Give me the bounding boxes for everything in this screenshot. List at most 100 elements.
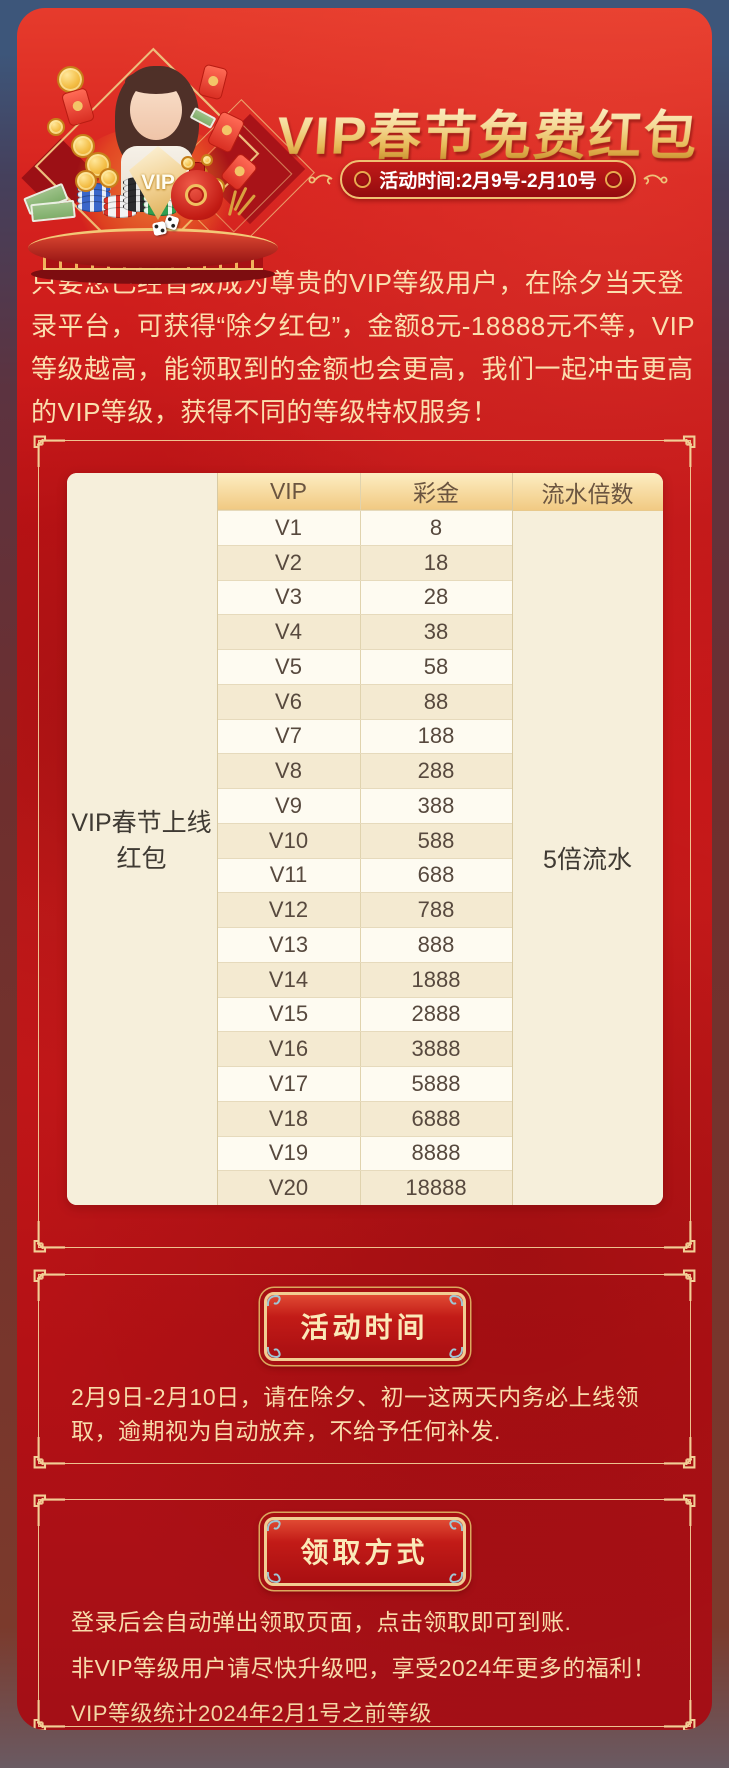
frame-corner-icon (664, 1700, 696, 1730)
section-activity-time: 活动时间 2月9日-2月10日，请在除夕、初一这两天内务必上线领取，逾期视为自动… (33, 1269, 696, 1469)
bonus-cell: 888 (417, 931, 455, 957)
col-header-vip: VIP (217, 473, 361, 510)
swirl-ornament-icon (643, 173, 668, 185)
bonus-cell: 6888 (411, 1105, 461, 1131)
table-row: V7 188 (217, 718, 512, 754)
table-row: V17 5888 (217, 1066, 512, 1101)
bonus-cell: 1888 (411, 966, 461, 992)
bonus-cell: 5888 (411, 1070, 461, 1096)
vip-level-cell: V19 (218, 1136, 361, 1171)
hero-header: VIP (17, 8, 712, 284)
table-right: 流水倍数 5倍流水 (511, 473, 663, 1205)
red-envelope-icon (197, 63, 229, 101)
col-header-bonus: 彩金 (360, 473, 512, 510)
poker-chip-icon (103, 195, 137, 218)
bonus-cell: 388 (417, 792, 455, 818)
bonus-table: VIP春节上线红包 VIP 彩金 V1 8 V2 18 V3 28 V4 38 V5 58 V6 88… (66, 473, 663, 1205)
plaque-corner-icon (448, 1571, 463, 1584)
ring-ornament-icon (354, 171, 372, 188)
bonus-cell: 28 (423, 584, 449, 610)
vip-level-cell: V6 (218, 684, 361, 719)
section-text: 非VIP等级用户请尽快升级吧，享受2024年更多的福利！ (71, 1655, 657, 1681)
vip-level-cell: V13 (218, 928, 361, 962)
bonus-cell: 58 (423, 653, 449, 679)
table-row: V13 888 (217, 927, 512, 962)
table-row: V15 2888 (217, 996, 512, 1032)
section-title-plaque: 领取方式 (263, 1517, 466, 1586)
table-mid: VIP 彩金 V1 8 V2 18 V3 28 V4 38 V5 58 V6 88 V7 188 V8 288… (217, 473, 512, 1205)
section-title: 活动时间 (300, 1312, 429, 1343)
section-title: 领取方式 (300, 1537, 429, 1568)
coin-icon (75, 170, 97, 192)
bonus-cell: 3888 (411, 1036, 461, 1062)
vip-level-cell: V7 (218, 719, 361, 754)
table-header-row: VIP 彩金 (217, 473, 512, 510)
frame-corner-icon (33, 1269, 65, 1301)
frame-corner-icon (664, 435, 696, 467)
coin-icon (201, 154, 213, 166)
vip-level-cell: V20 (218, 1171, 361, 1205)
section-body: 登录后会自动弹出领取页面，点击领取即可到账. 非VIP等级用户请尽快升级吧，享受… (71, 1605, 658, 1730)
bonus-cell: 8888 (411, 1140, 461, 1166)
coin-icon (181, 156, 195, 170)
vip-level-cell: V12 (218, 893, 361, 927)
vip-level-cell: V16 (218, 1032, 361, 1066)
swirl-ornament-icon (308, 173, 333, 185)
banknote-icon (30, 199, 76, 223)
money-bag-icon (185, 184, 207, 206)
red-envelope-icon (60, 87, 96, 127)
frame-corner-icon (33, 1221, 65, 1253)
vip-level-cell: V18 (218, 1101, 361, 1136)
event-time-badge-row: 活动时间:2月9号-2月10号 (263, 160, 712, 199)
vip-level-cell: V11 (218, 858, 361, 893)
vip-level-cell: V8 (218, 754, 361, 788)
vip-level-cell: V15 (218, 997, 361, 1032)
table-row: V1 8 (217, 510, 512, 545)
vip-level-cell: V3 (218, 580, 361, 615)
frame-corner-icon (33, 1437, 65, 1469)
vip-level-cell: V9 (218, 789, 361, 823)
turnover-cell: 5倍流水 (512, 511, 663, 1205)
table-row: V18 6888 (217, 1100, 512, 1136)
vip-level-cell: V10 (218, 823, 361, 858)
table-row: V2 18 (217, 544, 512, 580)
event-time-badge: 活动时间:2月9号-2月10号 (340, 160, 636, 199)
frame-corner-icon (664, 1269, 696, 1301)
table-row-label-cell: VIP春节上线红包 (66, 473, 218, 1205)
frame-corner-icon (33, 1700, 65, 1730)
plaque-corner-icon (266, 1571, 281, 1584)
frame-corner-icon (33, 1494, 65, 1526)
table-row: V9 388 (217, 788, 512, 823)
table-row: V5 58 (217, 649, 512, 684)
section-text: 2月9日-2月10日，请在除夕、初一这两天内务必上线领取，逾期视为自动放弃，不给… (71, 1384, 640, 1444)
frame-corner-icon (664, 1437, 696, 1469)
bonus-cell: 788 (417, 897, 455, 923)
page-title: VIP春节免费红包 (260, 94, 712, 170)
section-body: 2月9日-2月10日，请在除夕、初一这两天内务必上线领取，逾期视为自动放弃，不给… (71, 1380, 658, 1448)
table-row: V6 88 (217, 683, 512, 719)
plaque-corner-icon (266, 1519, 281, 1532)
vip-badge-text: VIP (141, 171, 175, 194)
bonus-cell: 188 (417, 723, 455, 749)
bonus-cell: 288 (417, 758, 455, 784)
vip-level-cell: V5 (218, 650, 361, 684)
dice-icon (151, 220, 168, 237)
vip-level-cell: V1 (218, 511, 361, 545)
frame-corner-icon (33, 435, 65, 467)
plaque-corner-icon (448, 1346, 463, 1359)
bonus-cell: 38 (423, 619, 449, 645)
bonus-cell: 88 (423, 688, 449, 714)
table-row: V14 1888 (217, 961, 512, 997)
bonus-cell: 588 (417, 827, 455, 853)
table-row: V3 28 (217, 579, 512, 615)
plaque-corner-icon (266, 1346, 281, 1359)
frame-corner-icon (664, 1221, 696, 1253)
vip-level-cell: V2 (218, 545, 361, 580)
plaque-corner-icon (266, 1294, 281, 1307)
table-row: V4 38 (217, 614, 512, 649)
coin-icon (57, 66, 84, 93)
table-row: V19 8888 (217, 1135, 512, 1171)
vip-level-cell: V17 (218, 1067, 361, 1101)
event-time-text: 活动时间:2月9号-2月10号 (379, 171, 597, 192)
hero-model-fringe (125, 70, 187, 94)
